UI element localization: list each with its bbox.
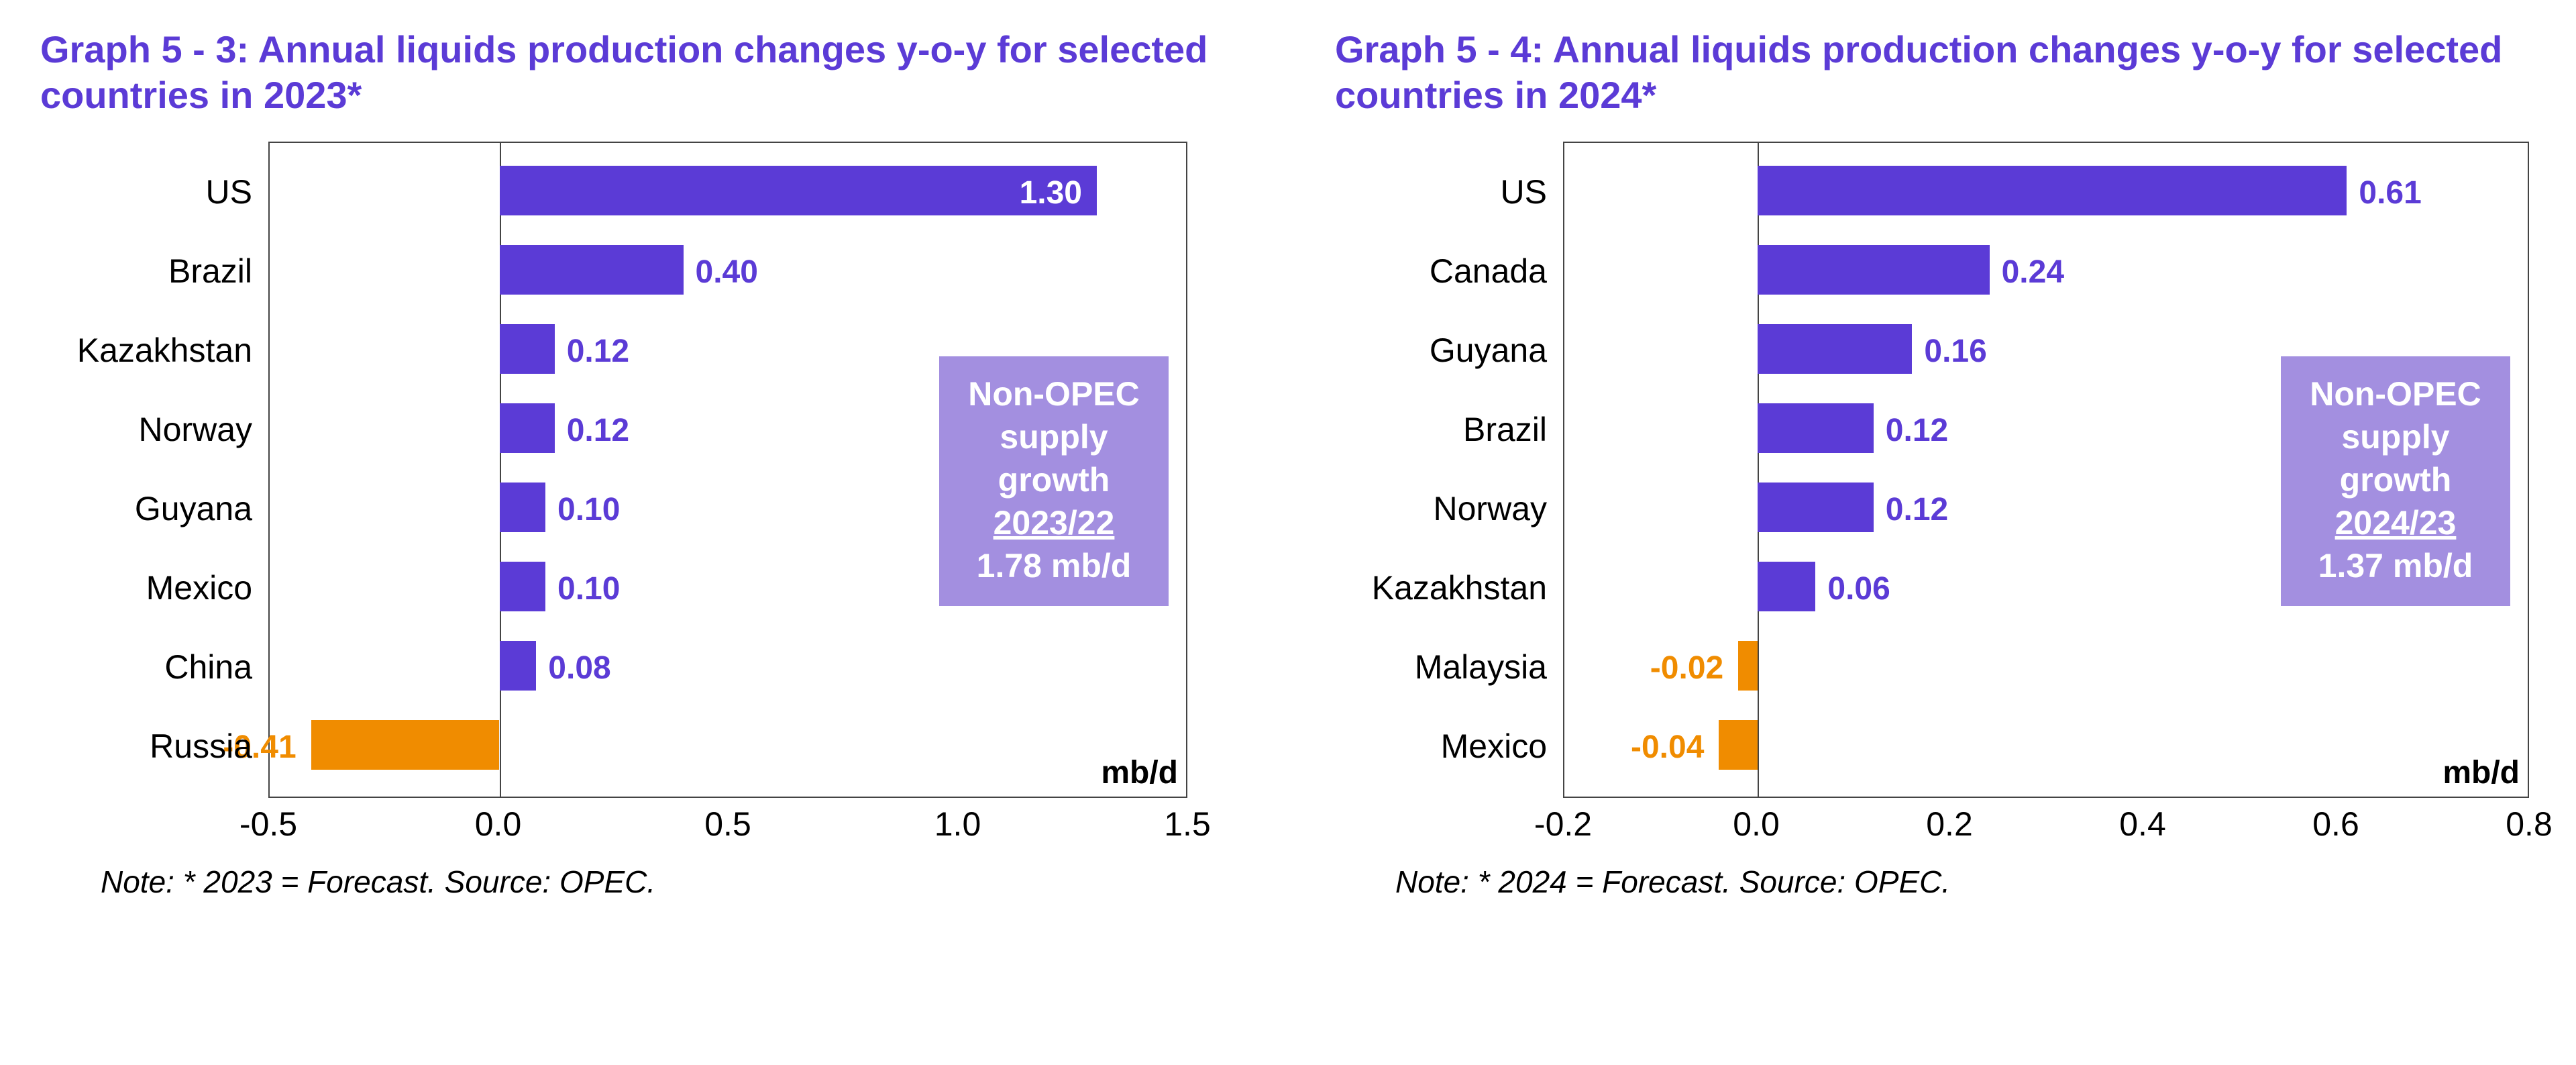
axis-unit-label: mb/d <box>1101 754 1178 791</box>
country-label: Kazakhstan <box>1335 568 1547 607</box>
bar-value-label: -0.04 <box>1631 729 1704 766</box>
chart-panel-2023: Graph 5 - 3: Annual liquids production c… <box>40 27 1241 1038</box>
country-label: China <box>40 648 252 687</box>
callout-year-range: 2024/23 <box>2302 501 2489 544</box>
x-tick-label: 1.0 <box>934 805 981 844</box>
zero-baseline <box>500 143 501 797</box>
country-label: US <box>1335 172 1547 211</box>
callout-line: supply <box>2302 415 2489 458</box>
bar-positive <box>500 403 555 453</box>
chart-footnote: Note: * 2023 = Forecast. Source: OPEC. <box>101 864 1241 900</box>
bar-positive <box>500 324 555 374</box>
callout-line: growth <box>961 458 1147 501</box>
country-label: Guyana <box>40 489 252 528</box>
bar-value-label: 0.12 <box>1886 491 1948 528</box>
callout-value: 1.37 mb/d <box>2302 544 2489 587</box>
bar-negative <box>311 720 500 770</box>
bar-value-label: 0.08 <box>548 650 610 687</box>
bar-positive <box>1758 324 1912 374</box>
country-label: US <box>40 172 252 211</box>
bar-value-label: 0.40 <box>696 254 758 291</box>
summary-callout: Non-OPEC supply growth 2023/22 1.78 mb/d <box>939 356 1169 606</box>
bar-value-label: 0.12 <box>1886 412 1948 449</box>
x-tick-label: 0.0 <box>475 805 522 844</box>
x-tick-label: 0.5 <box>704 805 751 844</box>
bar-value-label: 0.06 <box>1827 570 1890 607</box>
country-label: Russia <box>40 727 252 766</box>
x-tick-label: 0.6 <box>2312 805 2359 844</box>
callout-line: supply <box>961 415 1147 458</box>
bar-value-label: 0.10 <box>557 570 620 607</box>
bar-positive <box>500 641 537 691</box>
x-tick-label: -0.2 <box>1534 805 1592 844</box>
bar-positive <box>1758 166 2347 215</box>
bar-positive <box>1758 483 1874 532</box>
bar-positive <box>1758 562 1815 611</box>
chart-title: Graph 5 - 4: Annual liquids production c… <box>1335 27 2536 119</box>
country-label: Norway <box>1335 489 1547 528</box>
x-tick-label: -0.5 <box>239 805 297 844</box>
chart-footnote: Note: * 2024 = Forecast. Source: OPEC. <box>1395 864 2536 900</box>
country-label: Brazil <box>40 252 252 291</box>
country-label: Guyana <box>1335 331 1547 370</box>
bar-value-label: 0.61 <box>2359 174 2421 211</box>
bar-negative <box>1719 720 1758 770</box>
x-tick-label: 1.5 <box>1164 805 1211 844</box>
bar-value-label: 0.24 <box>2002 254 2064 291</box>
bar-value-label: 0.12 <box>567 333 629 370</box>
bar-positive <box>1758 245 1990 295</box>
x-tick-label: 0.8 <box>2506 805 2553 844</box>
bar-value-label: 0.12 <box>567 412 629 449</box>
plot-area: mb/d Non-OPEC supply growth 2024/23 1.37… <box>1563 142 2529 798</box>
bar-positive <box>500 245 684 295</box>
chart-frame: mb/d Non-OPEC supply growth 2023/22 1.78… <box>40 142 1241 846</box>
chart-frame: mb/d Non-OPEC supply growth 2024/23 1.37… <box>1335 142 2536 846</box>
callout-value: 1.78 mb/d <box>961 544 1147 587</box>
zero-baseline <box>1758 143 1759 797</box>
callout-line: Non-OPEC <box>2302 372 2489 415</box>
country-label: Norway <box>40 410 252 449</box>
bar-positive <box>500 483 546 532</box>
country-label: Malaysia <box>1335 648 1547 687</box>
country-label: Brazil <box>1335 410 1547 449</box>
callout-line: Non-OPEC <box>961 372 1147 415</box>
chart-title: Graph 5 - 3: Annual liquids production c… <box>40 27 1241 119</box>
country-label: Mexico <box>40 568 252 607</box>
bar-value-label: -0.02 <box>1650 650 1723 687</box>
country-label: Canada <box>1335 252 1547 291</box>
callout-year-range: 2023/22 <box>961 501 1147 544</box>
bar-negative <box>1738 641 1758 691</box>
axis-unit-label: mb/d <box>2443 754 2520 791</box>
bar-value-label: 1.30 <box>1020 174 1082 211</box>
bar-positive <box>500 166 1097 215</box>
chart-panel-2024: Graph 5 - 4: Annual liquids production c… <box>1335 27 2536 1038</box>
x-tick-label: 0.4 <box>2119 805 2166 844</box>
bar-positive <box>500 562 546 611</box>
country-label: Mexico <box>1335 727 1547 766</box>
country-label: Kazakhstan <box>40 331 252 370</box>
bar-positive <box>1758 403 1874 453</box>
summary-callout: Non-OPEC supply growth 2024/23 1.37 mb/d <box>2281 356 2510 606</box>
plot-area: mb/d Non-OPEC supply growth 2023/22 1.78… <box>268 142 1187 798</box>
bar-value-label: 0.10 <box>557 491 620 528</box>
x-tick-label: 0.2 <box>1926 805 1973 844</box>
callout-line: growth <box>2302 458 2489 501</box>
bar-value-label: 0.16 <box>1924 333 1986 370</box>
x-tick-label: 0.0 <box>1733 805 1780 844</box>
